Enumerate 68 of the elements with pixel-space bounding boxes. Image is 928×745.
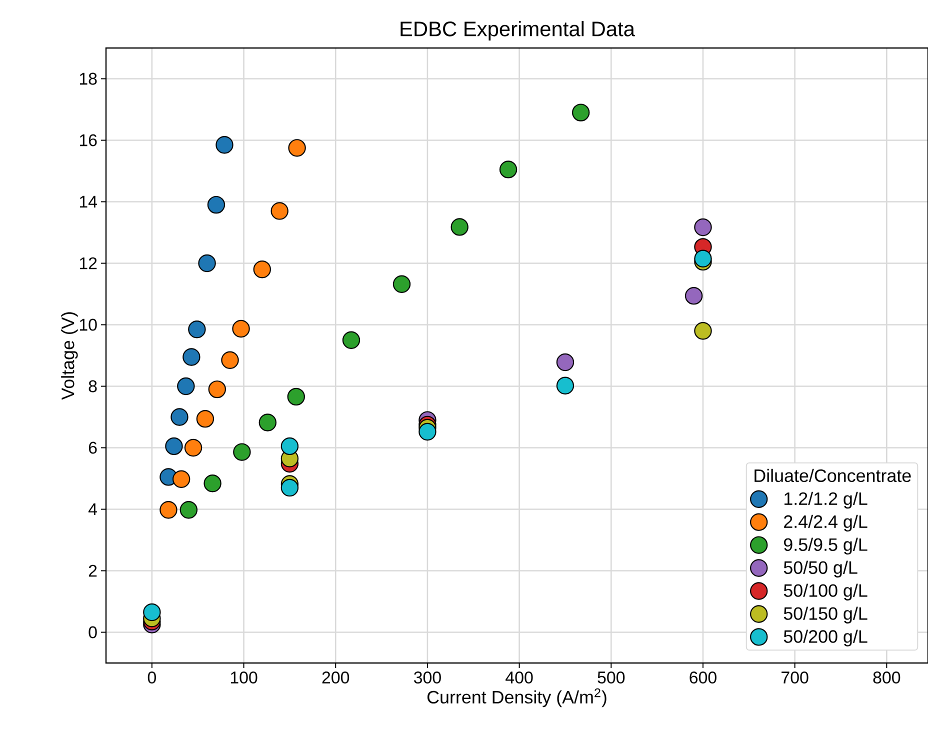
y-tick-label: 10 [80, 318, 97, 331]
y-axis-title: Voltage (V) [61, 312, 78, 400]
point [287, 388, 305, 406]
y-tick-label: 12 [80, 257, 97, 270]
point [450, 218, 468, 236]
point [694, 322, 712, 340]
y-tick-label: 8 [88, 380, 97, 392]
x-tick-label: 400 [506, 672, 533, 684]
point [280, 478, 299, 497]
y-tick-label: 14 [80, 196, 97, 208]
point [258, 414, 276, 432]
point [196, 410, 214, 428]
point [280, 437, 299, 456]
point [342, 331, 360, 349]
x-axis-title: Current Density (A/m$^{2}$) [427, 688, 606, 708]
point [182, 348, 200, 366]
point [170, 408, 188, 426]
x-tick-label: 600 [690, 672, 716, 684]
y-tick-label: 4 [88, 503, 97, 516]
point [418, 422, 436, 441]
point [232, 320, 250, 338]
point [207, 196, 226, 214]
x-tick-label: 700 [782, 672, 808, 684]
point [177, 377, 195, 396]
point [184, 438, 202, 457]
point [143, 603, 161, 622]
point [572, 104, 590, 122]
point [233, 443, 251, 461]
point [253, 260, 271, 278]
y-tick-label: 0 [88, 626, 97, 638]
y-tick-label: 16 [80, 134, 97, 146]
point [180, 501, 198, 519]
point [165, 437, 183, 456]
point [499, 160, 518, 178]
point [216, 136, 234, 154]
point [198, 254, 216, 272]
point [221, 351, 239, 369]
x-tick-label: 500 [598, 672, 625, 684]
point [204, 474, 222, 492]
legend-label: 9.5/9.5 g/L [784, 538, 868, 555]
y-tick-label: 6 [88, 442, 97, 454]
x-tick-label: 300 [414, 672, 441, 684]
point [694, 250, 712, 268]
point [270, 202, 288, 220]
x-tick-label: 200 [322, 672, 350, 684]
point [694, 218, 712, 236]
point [188, 320, 206, 338]
point [556, 376, 574, 394]
legend-label: 50/100 g/L [784, 584, 868, 600]
x-tick-label: 0 [148, 672, 156, 684]
legend-label: 50/150 g/L [784, 606, 868, 624]
legend-label: 50/50 g/L [784, 560, 858, 578]
legend-title: Diluate/Concentrate [754, 468, 911, 482]
y-tick-label: 18 [80, 72, 97, 85]
point [392, 275, 411, 293]
point [288, 139, 306, 157]
point [160, 501, 178, 519]
point [208, 380, 226, 398]
x-tick-label: 800 [873, 672, 900, 684]
legend-label: 50/200 g/L [784, 630, 868, 646]
legend-label: 2.4/2.4 g/L [784, 514, 868, 532]
chart-title: EDBC Experimental Data [400, 20, 635, 40]
y-tick-label: 2 [88, 564, 97, 577]
legend-label: 1.2/1.2 g/L [784, 492, 868, 509]
point [556, 353, 574, 372]
point [172, 470, 190, 488]
point [684, 286, 703, 305]
x-tick-label: 100 [230, 672, 258, 684]
